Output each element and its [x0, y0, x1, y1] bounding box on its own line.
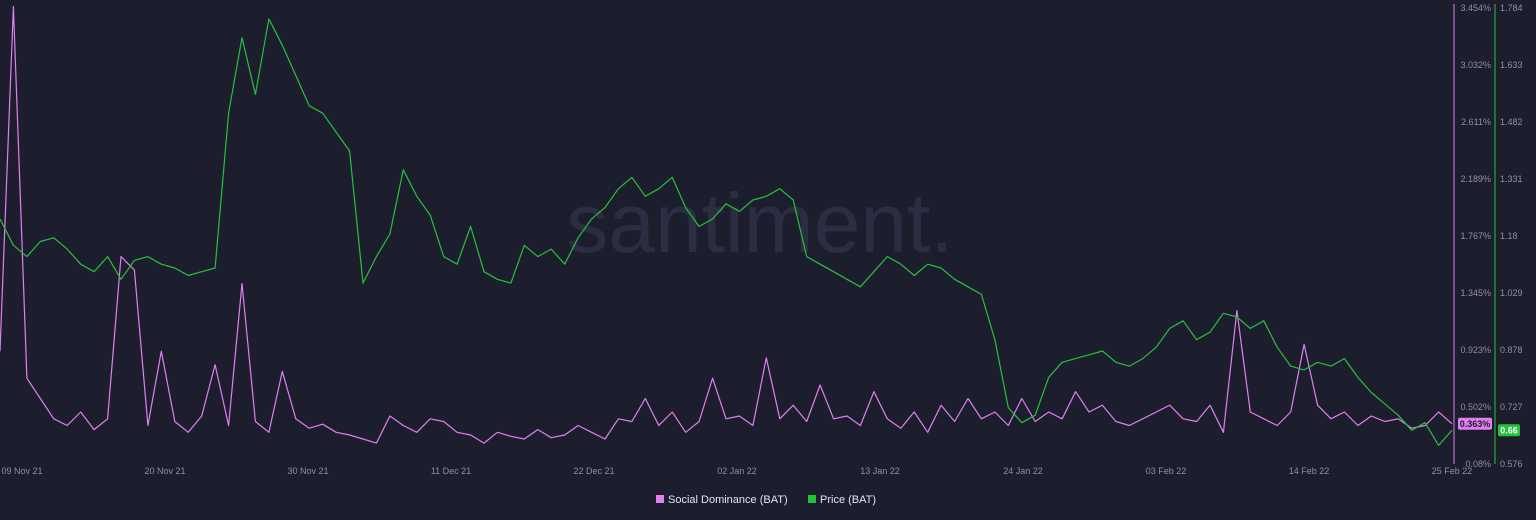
legend-label-social-dominance: Social Dominance (BAT): [668, 494, 788, 506]
y-right-tick-label: 1.784: [1500, 3, 1523, 13]
price-value-label: 0.66: [1500, 425, 1518, 435]
y-right-tick-label: 1.482: [1500, 117, 1523, 127]
legend-swatch-social-dominance: [656, 495, 664, 503]
x-tick-label: 14 Feb 22: [1289, 466, 1330, 476]
badges-layer: 0.363% 0.66: [1458, 417, 1520, 437]
y-left-tick-label: 3.032%: [1460, 60, 1491, 70]
x-tick-label: 13 Jan 22: [860, 466, 900, 476]
social-dominance-value-badge: [1458, 417, 1492, 430]
series-layer: [0, 5, 1453, 446]
ticks-layer: 09 Nov 21 20 Nov 21 30 Nov 21 11 Dec 21 22 D…: [1, 3, 1522, 476]
y-right-tick-label: 1.633: [1500, 60, 1523, 70]
y-right-tick-label: 1.18: [1500, 231, 1518, 241]
x-tick-label: 24 Jan 22: [1003, 466, 1043, 476]
series-line-price: [0, 18, 1453, 446]
y-left-tick-label: 0.923%: [1460, 345, 1491, 355]
y-right-tick-label: 0.878: [1500, 345, 1523, 355]
y-right-tick-label: 1.029: [1500, 288, 1523, 298]
series-line-social-dominance: [0, 5, 1453, 444]
x-tick-label: 11 Dec 21: [431, 466, 471, 476]
legend-swatch-price: [808, 495, 816, 503]
x-tick-label: 03 Feb 22: [1146, 466, 1187, 476]
x-tick-label: 02 Jan 22: [717, 466, 757, 476]
watermark: santiment.: [566, 176, 954, 270]
y-left-tick-label: 1.345%: [1460, 288, 1491, 298]
y-left-tick-label: 0.08%: [1465, 459, 1491, 469]
y-left-tick-label: 2.189%: [1460, 174, 1491, 184]
legend: Social Dominance (BAT) Price (BAT): [656, 494, 876, 506]
y-right-tick-label: 1.331: [1500, 174, 1523, 184]
legend-label-price: Price (BAT): [820, 494, 876, 506]
x-tick-label: 22 Dec 21: [573, 466, 614, 476]
y-left-tick-label: 2.611%: [1461, 117, 1491, 127]
x-tick-label: 30 Nov 21: [287, 466, 328, 476]
social-dominance-value-label: 0.363%: [1460, 419, 1491, 429]
y-left-tick-label: 0.502%: [1460, 402, 1491, 412]
price-value-badge: [1498, 424, 1520, 437]
y-left-tick-label: 1.767%: [1460, 231, 1491, 241]
y-right-tick-label: 0.576: [1500, 459, 1523, 469]
y-right-tick-label: 0.727: [1500, 402, 1523, 412]
x-tick-label: 09 Nov 21: [1, 466, 42, 476]
y-left-tick-label: 3.454%: [1460, 3, 1491, 13]
x-tick-label: 25 Feb 22: [1432, 466, 1473, 476]
x-tick-label: 20 Nov 21: [144, 466, 185, 476]
